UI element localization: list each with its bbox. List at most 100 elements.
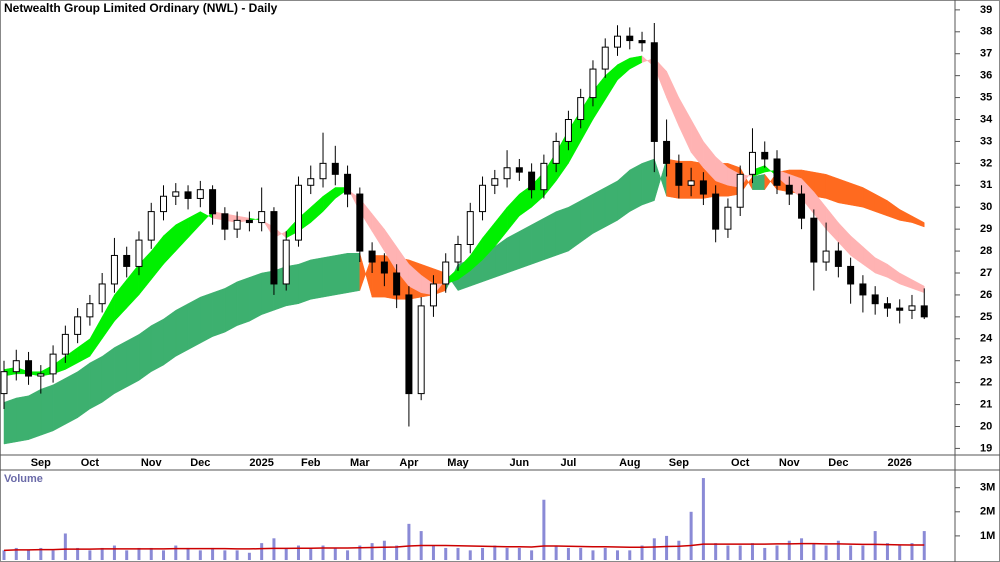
band-segment — [200, 292, 213, 344]
candle-body — [0, 371, 8, 395]
candle-body — [638, 40, 646, 44]
volume-bar — [346, 550, 350, 560]
y-tick-label: 22 — [980, 377, 992, 389]
volume-bar — [321, 545, 325, 560]
band-segment — [236, 277, 250, 326]
candle-body — [663, 140, 671, 164]
volume-bar — [358, 545, 362, 560]
y-tick-label: 27 — [980, 267, 992, 279]
candle-body — [86, 303, 94, 318]
band-segment — [101, 347, 115, 403]
candle-body — [896, 307, 904, 311]
x-tick-label: May — [447, 457, 469, 469]
x-tick-label: 2025 — [249, 457, 273, 469]
band-segment — [506, 230, 520, 274]
volume-bar — [309, 547, 313, 560]
volume-bar — [554, 545, 558, 560]
band-segment — [654, 158, 667, 201]
candle-body — [172, 191, 180, 197]
y-tick-label: 1M — [980, 530, 995, 542]
candle-body — [294, 184, 302, 241]
volume-bar — [542, 499, 546, 560]
volume-bar — [100, 547, 104, 560]
volume-bar — [517, 547, 521, 560]
band-segment — [911, 215, 925, 228]
volume-bar — [812, 543, 816, 560]
candle-body — [282, 239, 290, 285]
y-tick-label: 31 — [980, 179, 992, 191]
volume-bar — [885, 543, 889, 560]
band-segment — [335, 252, 348, 296]
candle-body — [822, 250, 830, 263]
volume-bar — [444, 547, 448, 560]
volume-bar — [640, 545, 644, 560]
volume-bar — [382, 540, 386, 560]
volume-bar — [456, 547, 460, 560]
band-segment — [212, 287, 226, 337]
volume-bar — [76, 547, 80, 560]
candle-body — [491, 178, 499, 186]
band-segment — [580, 193, 594, 243]
band-segment — [150, 235, 164, 281]
x-tick-label: Nov — [141, 457, 163, 469]
volume-bar — [370, 543, 374, 560]
x-tick-label: Oct — [731, 457, 750, 469]
y-tick-label: 39 — [980, 4, 992, 16]
x-tick-label: Oct — [81, 457, 100, 469]
band-segment — [322, 255, 336, 298]
candle-body — [270, 211, 278, 285]
band-segment — [77, 362, 91, 419]
candle-body — [319, 162, 327, 180]
candle-body — [160, 195, 168, 213]
band-segment — [77, 338, 91, 364]
y-tick-label: 35 — [980, 91, 992, 103]
volume-bar — [137, 547, 141, 560]
y-tick-label: 24 — [980, 333, 993, 345]
volume-bar — [603, 547, 607, 560]
volume-bar — [468, 550, 472, 560]
candle-body — [859, 283, 867, 296]
band-segment — [28, 388, 42, 441]
x-tick-label: 2026 — [887, 457, 911, 469]
band-segment — [506, 193, 520, 233]
y-tick-label: 20 — [980, 420, 992, 432]
volume-bar — [726, 545, 730, 560]
volume-bar — [677, 540, 681, 560]
band-segment — [850, 235, 864, 265]
volume-bar — [714, 543, 718, 560]
band-segment — [887, 200, 900, 221]
band-segment — [187, 211, 201, 239]
x-tick-label: Dec — [190, 457, 210, 469]
band-segment — [310, 257, 324, 300]
y-tick-label: 23 — [980, 355, 992, 367]
candle-body — [748, 151, 756, 175]
candle-body — [577, 97, 585, 121]
candle-body — [110, 254, 118, 285]
band-segment — [187, 296, 201, 351]
x-tick-label: Jun — [510, 457, 530, 469]
x-tick-label: Nov — [779, 457, 801, 469]
candle-body — [12, 360, 20, 373]
y-tick-label: 28 — [980, 245, 992, 257]
volume-bar — [738, 545, 742, 560]
volume-bar — [775, 545, 779, 560]
volume-bar — [431, 545, 435, 560]
band-segment — [126, 263, 140, 309]
x-tick-label: Feb — [301, 457, 321, 469]
y-tick-label: 21 — [980, 398, 992, 410]
band-segment — [114, 278, 127, 322]
candle-body — [417, 305, 425, 395]
volume-bar — [787, 540, 791, 560]
candle-body — [368, 250, 376, 263]
candle-body — [528, 171, 536, 191]
candle-body — [356, 193, 364, 252]
volume-bar — [628, 550, 632, 560]
band-segment — [371, 213, 385, 252]
candle-body — [798, 193, 806, 219]
candle-body — [589, 68, 597, 99]
candle-body — [724, 206, 732, 230]
candle-body — [380, 261, 388, 274]
volume-bar — [112, 545, 116, 560]
candle-body — [687, 180, 695, 186]
